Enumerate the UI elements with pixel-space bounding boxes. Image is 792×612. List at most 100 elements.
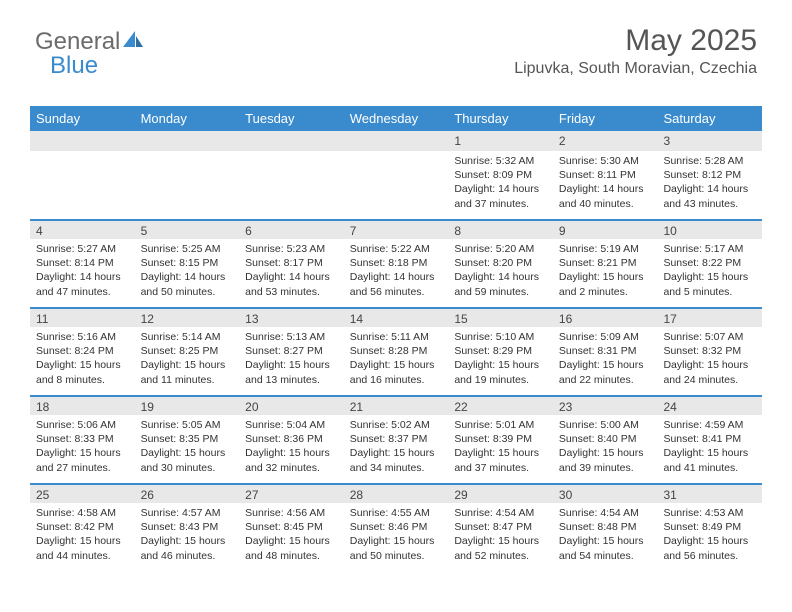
day-number — [344, 131, 449, 151]
day-number — [30, 131, 135, 151]
sunset-line: Sunset: 8:20 PM — [454, 256, 547, 270]
location-text: Lipuvka, South Moravian, Czechia — [514, 60, 757, 78]
logo-text-2: Blue — [50, 52, 98, 80]
calendar-cell: 25Sunrise: 4:58 AMSunset: 8:42 PMDayligh… — [30, 483, 135, 571]
sunrise-line: Sunrise: 5:28 AM — [663, 154, 756, 168]
sunrise-line: Sunrise: 5:00 AM — [559, 418, 652, 432]
daylight-line-1: Daylight: 14 hours — [663, 182, 756, 196]
sunset-line: Sunset: 8:33 PM — [36, 432, 129, 446]
calendar-cell: 21Sunrise: 5:02 AMSunset: 8:37 PMDayligh… — [344, 395, 449, 483]
cell-body: Sunrise: 5:13 AMSunset: 8:27 PMDaylight:… — [239, 327, 344, 393]
sunset-line: Sunset: 8:40 PM — [559, 432, 652, 446]
daylight-line-2: and 52 minutes. — [454, 549, 547, 563]
cell-body: Sunrise: 5:25 AMSunset: 8:15 PMDaylight:… — [135, 239, 240, 305]
daylight-line-2: and 44 minutes. — [36, 549, 129, 563]
calendar-cell: 23Sunrise: 5:00 AMSunset: 8:40 PMDayligh… — [553, 395, 658, 483]
daylight-line-2: and 50 minutes. — [350, 549, 443, 563]
day-number: 4 — [30, 219, 135, 239]
cell-body: Sunrise: 5:23 AMSunset: 8:17 PMDaylight:… — [239, 239, 344, 305]
cell-body: Sunrise: 5:14 AMSunset: 8:25 PMDaylight:… — [135, 327, 240, 393]
daylight-line-1: Daylight: 14 hours — [454, 270, 547, 284]
sunrise-line: Sunrise: 4:57 AM — [141, 506, 234, 520]
cell-body: Sunrise: 5:00 AMSunset: 8:40 PMDaylight:… — [553, 415, 658, 481]
daylight-line-1: Daylight: 15 hours — [454, 446, 547, 460]
sunrise-line: Sunrise: 5:07 AM — [663, 330, 756, 344]
sunset-line: Sunset: 8:39 PM — [454, 432, 547, 446]
calendar-cell: 29Sunrise: 4:54 AMSunset: 8:47 PMDayligh… — [448, 483, 553, 571]
cell-body: Sunrise: 5:32 AMSunset: 8:09 PMDaylight:… — [448, 151, 553, 217]
sunset-line: Sunset: 8:48 PM — [559, 520, 652, 534]
sunrise-line: Sunrise: 5:09 AM — [559, 330, 652, 344]
sunrise-line: Sunrise: 5:01 AM — [454, 418, 547, 432]
calendar-cell — [344, 131, 449, 219]
calendar-cell: 28Sunrise: 4:55 AMSunset: 8:46 PMDayligh… — [344, 483, 449, 571]
sunset-line: Sunset: 8:37 PM — [350, 432, 443, 446]
sunset-line: Sunset: 8:29 PM — [454, 344, 547, 358]
calendar-cell: 30Sunrise: 4:54 AMSunset: 8:48 PMDayligh… — [553, 483, 658, 571]
daylight-line-2: and 47 minutes. — [36, 285, 129, 299]
day-number: 17 — [657, 307, 762, 327]
day-number: 11 — [30, 307, 135, 327]
daylight-line-1: Daylight: 15 hours — [559, 270, 652, 284]
daylight-line-1: Daylight: 15 hours — [350, 446, 443, 460]
daylight-line-2: and 53 minutes. — [245, 285, 338, 299]
calendar-week: 1Sunrise: 5:32 AMSunset: 8:09 PMDaylight… — [30, 131, 762, 219]
cell-body: Sunrise: 5:20 AMSunset: 8:20 PMDaylight:… — [448, 239, 553, 305]
sunrise-line: Sunrise: 5:20 AM — [454, 242, 547, 256]
calendar-cell: 10Sunrise: 5:17 AMSunset: 8:22 PMDayligh… — [657, 219, 762, 307]
calendar-cell: 12Sunrise: 5:14 AMSunset: 8:25 PMDayligh… — [135, 307, 240, 395]
day-number: 12 — [135, 307, 240, 327]
daylight-line-2: and 39 minutes. — [559, 461, 652, 475]
cell-body: Sunrise: 5:06 AMSunset: 8:33 PMDaylight:… — [30, 415, 135, 481]
sunrise-line: Sunrise: 5:25 AM — [141, 242, 234, 256]
daylight-line-1: Daylight: 15 hours — [663, 446, 756, 460]
calendar-cell: 6Sunrise: 5:23 AMSunset: 8:17 PMDaylight… — [239, 219, 344, 307]
daylight-line-2: and 43 minutes. — [663, 197, 756, 211]
sunset-line: Sunset: 8:47 PM — [454, 520, 547, 534]
day-number: 21 — [344, 395, 449, 415]
day-number: 16 — [553, 307, 658, 327]
daylight-line-2: and 54 minutes. — [559, 549, 652, 563]
daylight-line-1: Daylight: 15 hours — [36, 534, 129, 548]
calendar-cell: 3Sunrise: 5:28 AMSunset: 8:12 PMDaylight… — [657, 131, 762, 219]
calendar-cell: 20Sunrise: 5:04 AMSunset: 8:36 PMDayligh… — [239, 395, 344, 483]
calendar-week: 4Sunrise: 5:27 AMSunset: 8:14 PMDaylight… — [30, 219, 762, 307]
daylight-line-2: and 27 minutes. — [36, 461, 129, 475]
daylight-line-2: and 56 minutes. — [350, 285, 443, 299]
day-number: 30 — [553, 483, 658, 503]
daylight-line-1: Daylight: 14 hours — [454, 182, 547, 196]
sunset-line: Sunset: 8:42 PM — [36, 520, 129, 534]
cell-body: Sunrise: 5:27 AMSunset: 8:14 PMDaylight:… — [30, 239, 135, 305]
sunset-line: Sunset: 8:32 PM — [663, 344, 756, 358]
day-number: 25 — [30, 483, 135, 503]
sunrise-line: Sunrise: 4:56 AM — [245, 506, 338, 520]
calendar-cell: 17Sunrise: 5:07 AMSunset: 8:32 PMDayligh… — [657, 307, 762, 395]
calendar-cell: 14Sunrise: 5:11 AMSunset: 8:28 PMDayligh… — [344, 307, 449, 395]
sunrise-line: Sunrise: 5:05 AM — [141, 418, 234, 432]
cell-body: Sunrise: 5:22 AMSunset: 8:18 PMDaylight:… — [344, 239, 449, 305]
weekday-header: Wednesday — [344, 106, 449, 131]
cell-body: Sunrise: 4:56 AMSunset: 8:45 PMDaylight:… — [239, 503, 344, 569]
daylight-line-1: Daylight: 15 hours — [559, 358, 652, 372]
sunset-line: Sunset: 8:17 PM — [245, 256, 338, 270]
sunrise-line: Sunrise: 5:22 AM — [350, 242, 443, 256]
sunrise-line: Sunrise: 5:19 AM — [559, 242, 652, 256]
daylight-line-2: and 11 minutes. — [141, 373, 234, 387]
cell-body: Sunrise: 5:17 AMSunset: 8:22 PMDaylight:… — [657, 239, 762, 305]
daylight-line-1: Daylight: 15 hours — [245, 534, 338, 548]
weekday-header: Sunday — [30, 106, 135, 131]
cell-body: Sunrise: 5:09 AMSunset: 8:31 PMDaylight:… — [553, 327, 658, 393]
day-number — [239, 131, 344, 151]
daylight-line-2: and 37 minutes. — [454, 461, 547, 475]
day-number: 1 — [448, 131, 553, 151]
day-number: 18 — [30, 395, 135, 415]
cell-body: Sunrise: 5:19 AMSunset: 8:21 PMDaylight:… — [553, 239, 658, 305]
day-number: 24 — [657, 395, 762, 415]
day-number: 19 — [135, 395, 240, 415]
daylight-line-2: and 13 minutes. — [245, 373, 338, 387]
daylight-line-1: Daylight: 14 hours — [350, 270, 443, 284]
day-number — [135, 131, 240, 151]
calendar-cell: 26Sunrise: 4:57 AMSunset: 8:43 PMDayligh… — [135, 483, 240, 571]
daylight-line-1: Daylight: 15 hours — [36, 446, 129, 460]
day-number: 20 — [239, 395, 344, 415]
